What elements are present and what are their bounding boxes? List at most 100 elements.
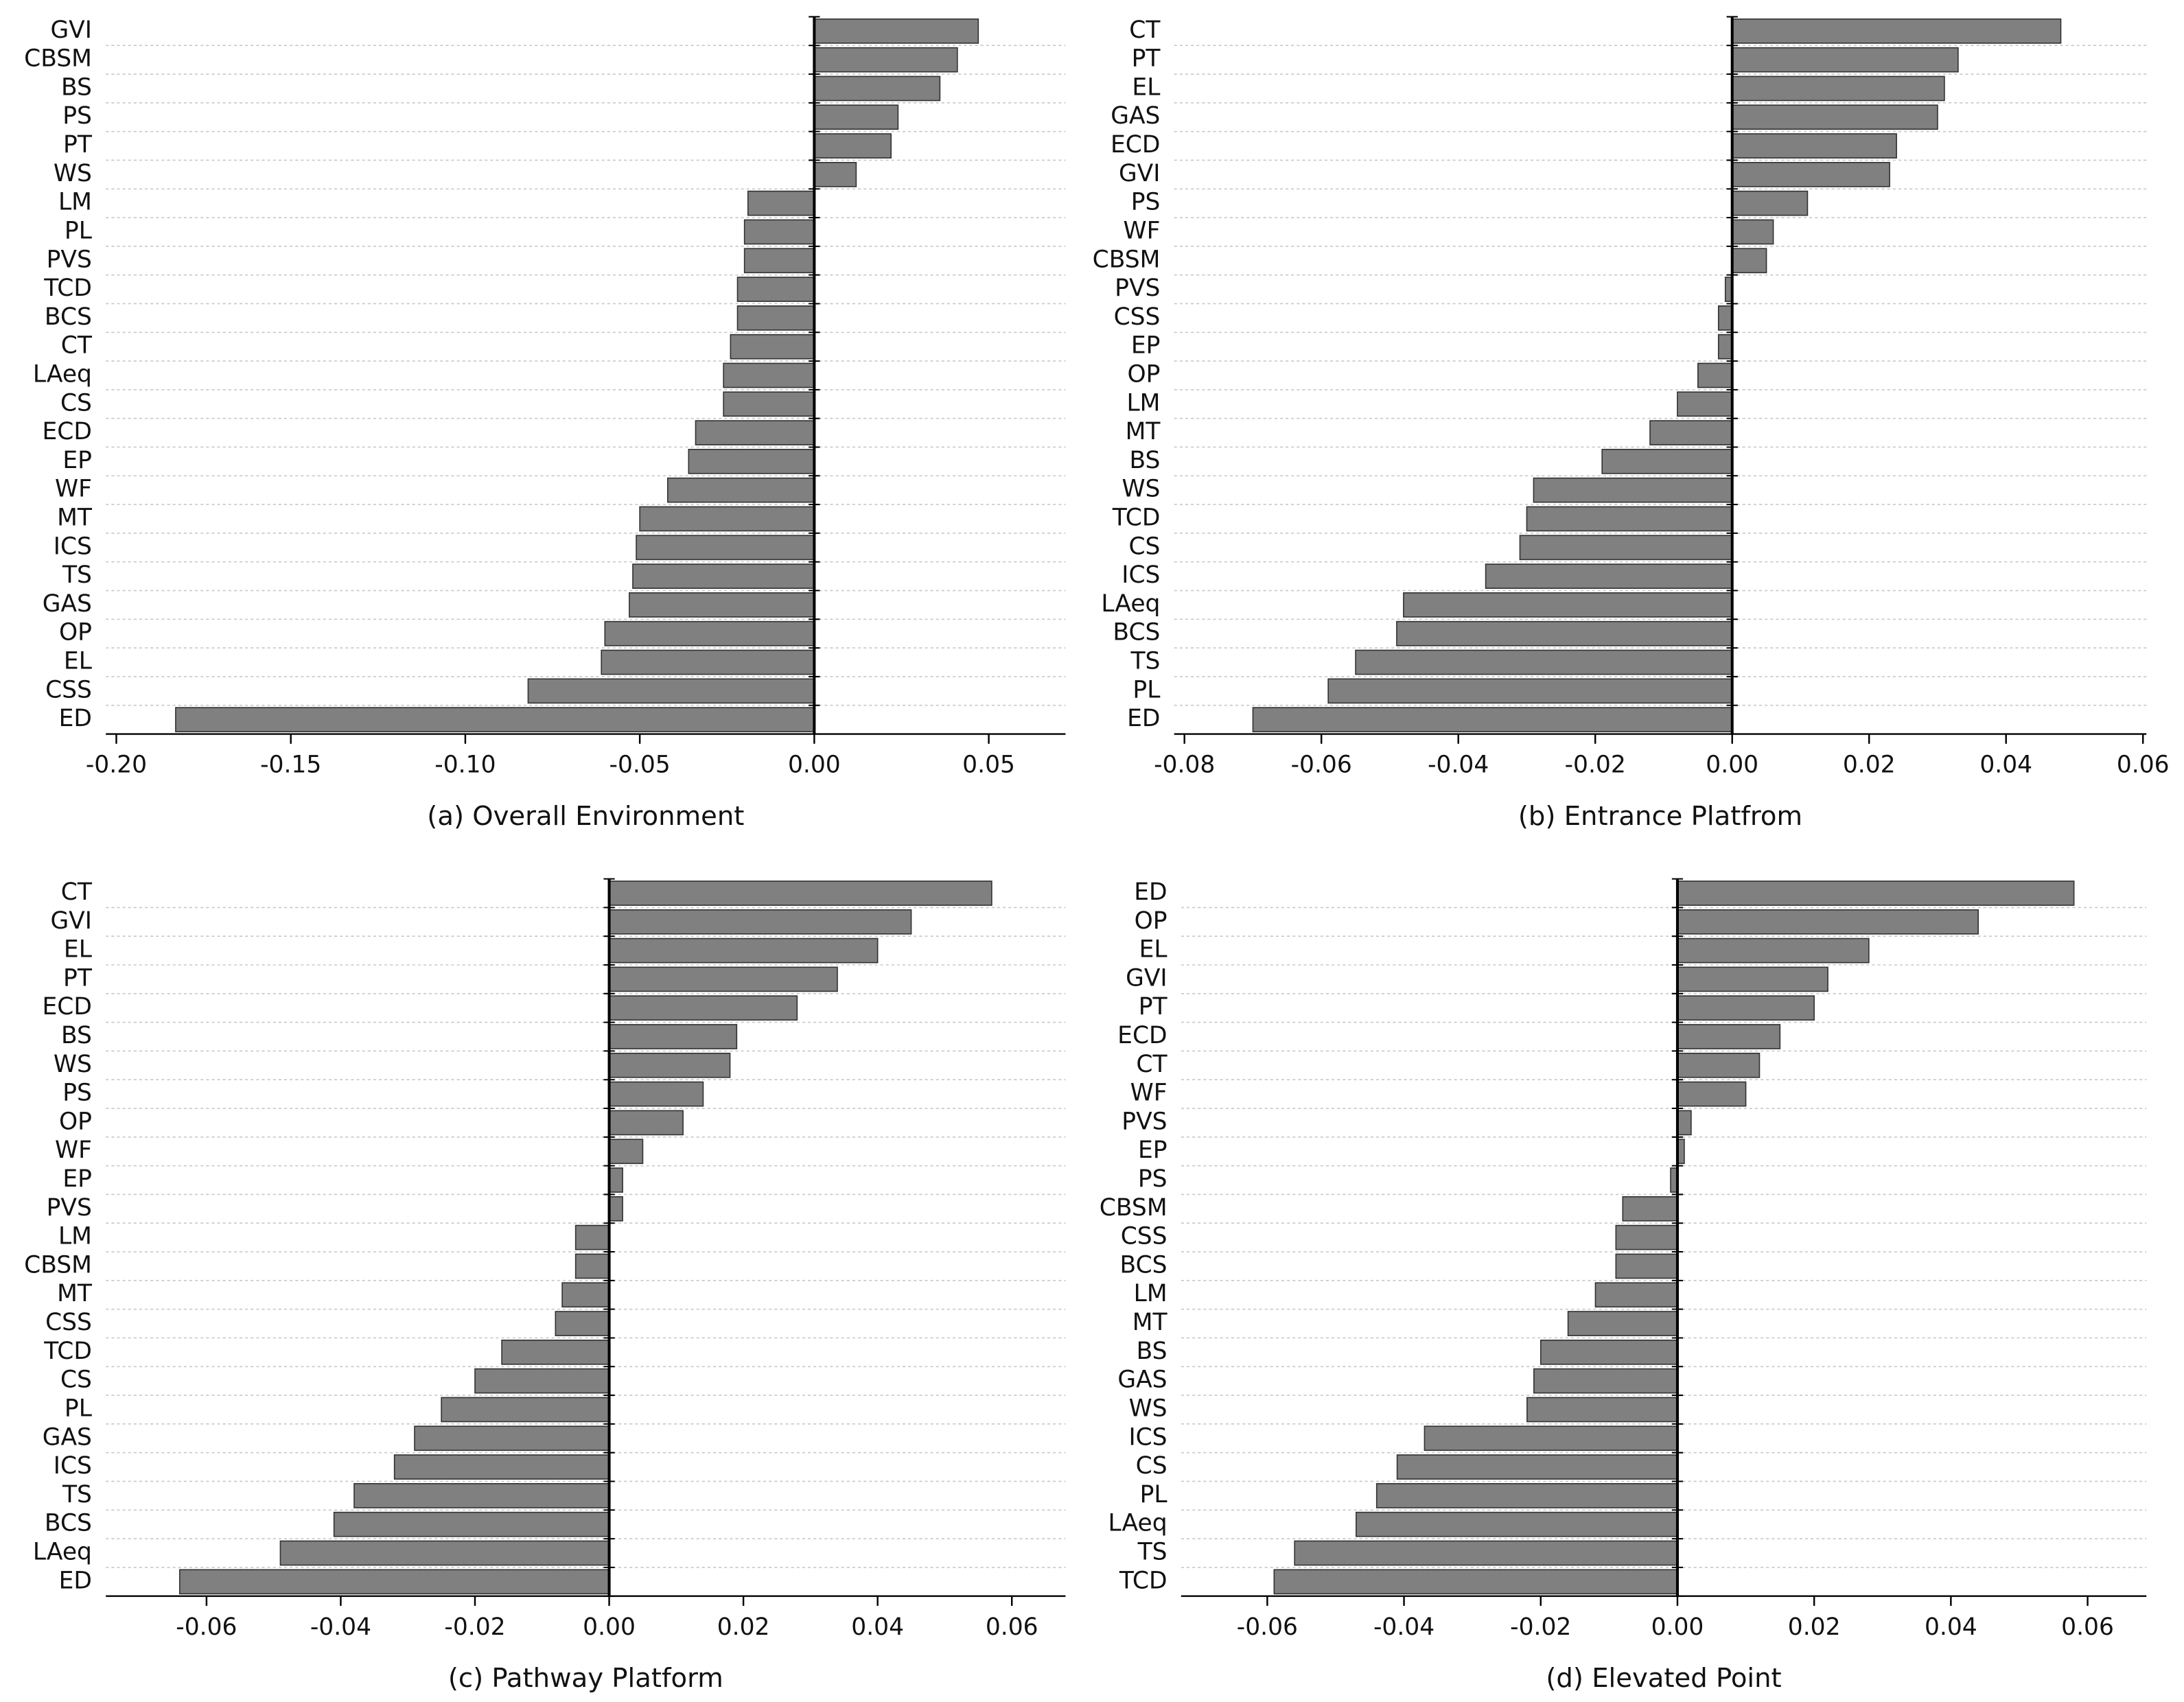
bar xyxy=(723,362,815,388)
panel-caption: (c) Pathway Platform xyxy=(448,1663,723,1694)
bar xyxy=(1649,420,1733,445)
bar xyxy=(1731,47,1959,73)
category-label: EP xyxy=(1131,332,1161,360)
category-label: TS xyxy=(1137,1538,1167,1565)
panel-caption: (a) Overall Environment xyxy=(427,801,744,832)
category-label: LM xyxy=(58,1223,92,1250)
category-label: LAeq xyxy=(33,360,92,388)
bar xyxy=(1601,449,1733,474)
bar xyxy=(1519,535,1733,561)
category-label: PVS xyxy=(47,246,92,273)
category-label: LM xyxy=(58,189,92,216)
category-label: GVI xyxy=(50,907,91,935)
bar xyxy=(608,966,838,992)
category-label: EP xyxy=(1138,1136,1167,1164)
bar xyxy=(1615,1253,1678,1279)
x-tick-label: 0.02 xyxy=(717,1613,770,1641)
x-tick-label: 0.02 xyxy=(1788,1613,1841,1641)
bar xyxy=(688,449,815,474)
category-label: PS xyxy=(1131,189,1161,216)
bar xyxy=(474,1368,610,1394)
bar xyxy=(1677,1024,1781,1049)
category-label: OP xyxy=(1135,907,1167,935)
bar xyxy=(730,334,815,360)
category-label: TS xyxy=(1130,648,1160,675)
x-tick-label: 0.00 xyxy=(583,1613,636,1641)
category-label: ECD xyxy=(43,993,92,1021)
category-label: PS xyxy=(1138,1165,1167,1193)
category-label: ED xyxy=(59,1567,92,1594)
category-label: PVS xyxy=(47,1194,92,1222)
bar xyxy=(1485,563,1733,589)
bar xyxy=(1731,104,1938,130)
bar xyxy=(527,678,815,704)
category-label: ED xyxy=(1134,878,1167,906)
bar xyxy=(1677,1110,1692,1136)
bar xyxy=(1540,1339,1678,1365)
bar xyxy=(813,133,892,159)
category-label: CS xyxy=(60,389,92,417)
panel: CTPTELGASECDGVIPSWFCBSMPVSCSSEPOPLMMTBSW… xyxy=(1093,16,2170,832)
category-label: BCS xyxy=(1120,1251,1167,1279)
category-label: TS xyxy=(62,1481,92,1508)
x-tick-label: -0.06 xyxy=(176,1613,237,1641)
category-label: ICS xyxy=(54,1452,92,1480)
bar xyxy=(813,18,979,44)
bar xyxy=(604,620,815,646)
x-tick-label: 0.04 xyxy=(851,1613,904,1641)
category-label: GVI xyxy=(1119,160,1160,187)
bar xyxy=(1533,1368,1678,1394)
category-label: PVS xyxy=(1115,275,1160,302)
bar xyxy=(1594,1282,1678,1308)
bar xyxy=(1622,1196,1678,1222)
category-label: CS xyxy=(1136,1452,1167,1480)
category-label: EL xyxy=(1139,936,1168,964)
category-label: CT xyxy=(61,878,93,906)
category-label: ED xyxy=(1127,705,1160,732)
panel-caption: (b) Entrance Platfrom xyxy=(1518,801,1802,832)
category-label: ECD xyxy=(1111,131,1160,159)
x-tick-label: -0.02 xyxy=(444,1613,505,1641)
category-label: PL xyxy=(65,217,93,244)
x-tick-label: -0.04 xyxy=(1373,1613,1434,1641)
bar xyxy=(723,391,815,417)
category-label: MT xyxy=(57,1280,93,1307)
bar xyxy=(1731,219,1774,245)
bar xyxy=(747,190,815,216)
bar xyxy=(695,420,815,445)
bar xyxy=(178,1569,610,1595)
bar xyxy=(1731,190,1809,216)
category-label: GVI xyxy=(1126,964,1167,992)
x-tick-label: -0.20 xyxy=(86,751,147,779)
bar xyxy=(414,1425,610,1452)
bar xyxy=(1717,305,1733,331)
x-tick-label: 0.06 xyxy=(2117,751,2170,779)
bar xyxy=(555,1311,610,1336)
x-tick-label: 0.06 xyxy=(986,1613,1038,1641)
x-tick-label: -0.10 xyxy=(434,751,496,779)
category-label: CS xyxy=(60,1366,92,1394)
category-label: CBSM xyxy=(1100,1194,1167,1222)
category-label: PS xyxy=(62,102,92,130)
bar xyxy=(1403,592,1733,618)
panel: EDOPELGVIPTECDCTWFPVSEPPSCBSMCSSBCSLMMTB… xyxy=(1100,878,2147,1694)
category-label: CBSM xyxy=(24,45,92,73)
bar xyxy=(1731,248,1767,274)
category-label: LAeq xyxy=(1101,590,1160,618)
x-tick-label: 0.04 xyxy=(1979,751,2032,779)
category-label: BCS xyxy=(45,303,92,331)
category-label: CSS xyxy=(45,676,92,703)
category-label: WF xyxy=(55,1136,92,1164)
bar xyxy=(636,535,815,561)
category-label: ECD xyxy=(43,418,92,445)
category-label: PVS xyxy=(1122,1108,1167,1135)
bar xyxy=(333,1511,610,1537)
x-tick-label: 0.00 xyxy=(1706,751,1758,779)
category-label: LAeq xyxy=(1108,1510,1167,1537)
bar xyxy=(608,881,992,906)
category-label: ICS xyxy=(1128,1423,1167,1451)
category-label: TCD xyxy=(43,1338,92,1365)
panel-caption: (d) Elevated Point xyxy=(1546,1663,1781,1694)
bar xyxy=(667,477,815,503)
